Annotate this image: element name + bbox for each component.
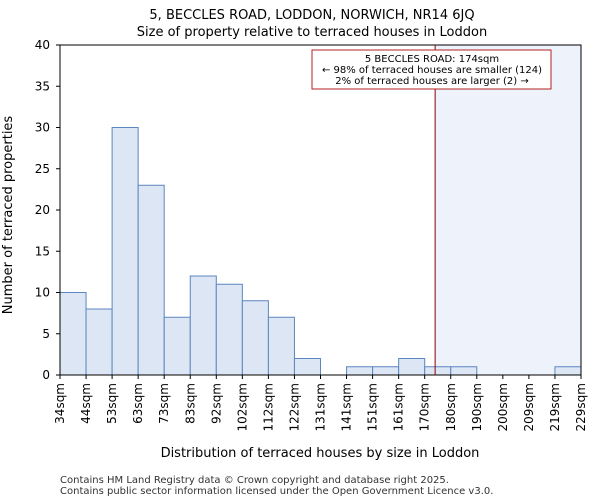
y-axis-label: Number of terraced properties: [1, 116, 16, 315]
bar-34sqm: [59, 292, 87, 376]
bar-180sqm: [450, 366, 478, 376]
bar-161sqm: [398, 358, 426, 376]
annotation-box: 5 BECCLES ROAD: 174sqm ← 98% of terraced…: [311, 49, 552, 90]
x-tick-label: 83sqm: [183, 383, 197, 424]
chart-subtitle: Size of property relative to terraced ho…: [137, 25, 487, 40]
x-tick-label: 209sqm: [522, 383, 536, 431]
y-tick-label: 5: [42, 327, 50, 341]
x-tick-label: 229sqm: [574, 383, 588, 431]
footer-line-1: Contains HM Land Registry data © Crown c…: [60, 475, 449, 486]
bar-44sqm: [85, 308, 113, 376]
bar-73sqm: [163, 316, 191, 376]
x-tick-label: 131sqm: [314, 383, 328, 431]
annotation-line-1: 5 BECCLES ROAD: 174sqm: [365, 54, 499, 65]
x-tick-label: 180sqm: [444, 383, 458, 431]
x-tick-label: 170sqm: [418, 383, 432, 431]
x-tick-label: 141sqm: [340, 383, 354, 431]
y-tick-label: 20: [35, 203, 50, 217]
footer-line-2: Contains public sector information licen…: [60, 486, 493, 497]
bar-219sqm: [554, 366, 582, 376]
bar-170sqm: [424, 366, 452, 376]
y-tick-label: 40: [35, 38, 50, 52]
x-tick-label: 92sqm: [209, 383, 223, 424]
x-tick-label: 151sqm: [366, 383, 380, 431]
x-tick-label: 112sqm: [261, 383, 275, 431]
y-tick-label: 10: [35, 286, 50, 300]
x-tick-label: 63sqm: [131, 383, 145, 424]
bar-151sqm: [372, 366, 400, 376]
x-tick-label: 122sqm: [287, 383, 301, 431]
x-tick-label: 161sqm: [392, 383, 406, 431]
y-tick-label: 30: [35, 121, 50, 135]
x-tick-label: 190sqm: [470, 383, 484, 431]
y-tick-label: 15: [35, 244, 50, 258]
x-tick-label: 102sqm: [235, 383, 249, 431]
x-tick-label: 73sqm: [157, 383, 171, 424]
highlight-region: [435, 45, 581, 375]
x-tick-label: 53sqm: [105, 383, 119, 424]
x-axis-label: Distribution of terraced houses by size …: [161, 446, 480, 461]
bar-112sqm: [267, 316, 295, 376]
x-tick-label: 219sqm: [548, 383, 562, 431]
y-tick-label: 0: [42, 368, 50, 382]
bar-141sqm: [346, 366, 374, 376]
bar-122sqm: [293, 358, 322, 376]
annotation-line-3: 2% of terraced houses are larger (2) →: [335, 76, 529, 87]
bar-102sqm: [241, 300, 269, 376]
annotation-line-2: ← 98% of terraced houses are smaller (12…: [322, 65, 542, 76]
bar-92sqm: [215, 283, 243, 376]
x-tick-label: 200sqm: [496, 383, 510, 431]
bar-83sqm: [189, 275, 217, 376]
bar-63sqm: [137, 184, 165, 376]
y-tick-label: 25: [35, 162, 50, 176]
x-tick-label: 44sqm: [79, 383, 93, 424]
bar-53sqm: [111, 127, 139, 376]
chart-title: 5, BECCLES ROAD, LODDON, NORWICH, NR14 6…: [149, 8, 474, 23]
y-tick-label: 35: [35, 79, 50, 93]
x-tick-label: 34sqm: [53, 383, 67, 424]
